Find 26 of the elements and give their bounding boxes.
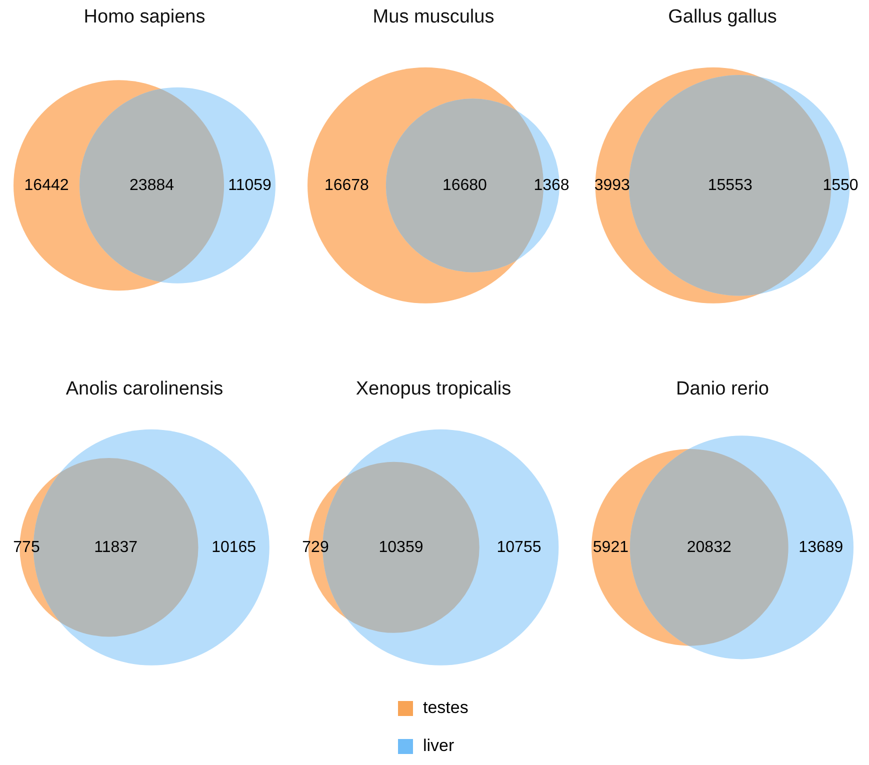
- data-label: 729: [302, 538, 329, 556]
- category-label: liver: [423, 736, 454, 756]
- data-label: 10755: [496, 538, 542, 556]
- data-label: 13689: [798, 538, 844, 556]
- data-label: 10165: [212, 538, 256, 556]
- data-label: 775: [13, 538, 40, 556]
- text: Mus musculus: [372, 6, 494, 28]
- text: Gallus gallus: [668, 6, 777, 28]
- data-label: 16442: [24, 176, 69, 194]
- data-label: 16678: [324, 176, 370, 194]
- text: Xenopus tropicalis: [356, 378, 512, 400]
- data-label: 3993: [594, 176, 630, 194]
- data-label: 23884: [130, 176, 174, 194]
- text: Anolis carolinensis: [66, 378, 224, 400]
- text: Homo sapiens: [84, 6, 206, 28]
- data-label: 20832: [686, 538, 732, 556]
- data-label: 1550: [822, 176, 858, 194]
- data-label: 11059: [228, 176, 272, 194]
- text: Danio rerio: [676, 378, 769, 400]
- data-label: 10359: [378, 538, 424, 556]
- data-label: 16680: [442, 176, 488, 194]
- data-label: 15553: [708, 176, 752, 194]
- data-label: 1368: [534, 176, 570, 194]
- category-label: testes: [423, 698, 468, 718]
- data-label: 11837: [94, 538, 138, 556]
- data-label: 5921: [592, 538, 629, 556]
